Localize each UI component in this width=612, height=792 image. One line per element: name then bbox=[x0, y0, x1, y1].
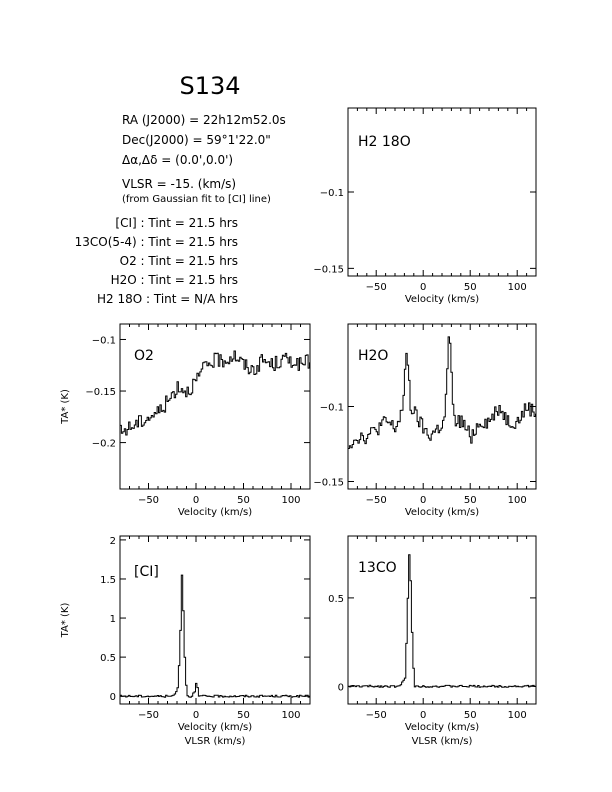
x-tick-label: 0 bbox=[420, 282, 426, 293]
panel-line-label: [CI] bbox=[134, 564, 159, 580]
x-tick-label: −50 bbox=[138, 710, 159, 721]
x-tick-label: 0 bbox=[420, 495, 426, 506]
dec-value: 59°1'22.0" bbox=[206, 133, 270, 147]
x-tick-label: 50 bbox=[464, 282, 477, 293]
coordinates-block: RA (J2000) = 22h12m52.0s Dec(J2000) = 59… bbox=[122, 113, 286, 205]
panel-line-label: H2 18O bbox=[358, 134, 411, 150]
y-axis-label: TA* (K) bbox=[60, 389, 71, 425]
x-tick-label: −50 bbox=[366, 282, 387, 293]
spectrum-series bbox=[120, 574, 310, 698]
tint-row: H2 18O : Tint = N/A hrs bbox=[97, 292, 238, 306]
ra-value: 22h12m52.0s bbox=[203, 113, 286, 127]
ra-label: RA (J2000) = bbox=[122, 113, 203, 127]
x-axis-label: Velocity (km/s) bbox=[178, 507, 252, 518]
x-axis-label: Velocity (km/s) bbox=[178, 722, 252, 733]
y-tick-label: 0 bbox=[338, 682, 344, 693]
y-tick-label: −0.1 bbox=[92, 335, 116, 346]
x-tick-label: 50 bbox=[464, 710, 477, 721]
x-tick-label: 50 bbox=[237, 495, 250, 506]
x-tick-label: 0 bbox=[193, 495, 199, 506]
y-tick-label: 1.5 bbox=[100, 575, 116, 586]
y-tick-label: −0.1 bbox=[320, 403, 344, 414]
panel-h2o: −50 0 50 100 −0.15 −0.1 Velocity (km/s) H2O bbox=[313, 323, 537, 518]
y-tick-label: −0.15 bbox=[313, 264, 344, 275]
offset-value: (0.0',0.0') bbox=[175, 153, 233, 167]
y-axis-label: TA* (K) bbox=[60, 603, 71, 639]
y-tick-label: 0 bbox=[110, 692, 116, 703]
x-axis-label: Velocity (km/s) bbox=[405, 507, 479, 518]
x-tick-label: −50 bbox=[366, 495, 387, 506]
x-tick-label: −50 bbox=[366, 710, 387, 721]
plot-frame bbox=[119, 535, 311, 705]
y-tick-label: −0.1 bbox=[320, 188, 344, 199]
x-axis-label: Velocity (km/s) bbox=[405, 294, 479, 305]
x-axis-label-vlsr: VLSR (km/s) bbox=[412, 736, 473, 747]
panel-13co: −50 0 50 100 0 0.5 Velocity (km/s) VLSR (km/s) 1… bbox=[328, 535, 537, 747]
spectrum-series bbox=[348, 554, 536, 688]
vlsr-label: VLSR = bbox=[122, 177, 171, 191]
x-axis-label-vlsr: VLSR (km/s) bbox=[185, 736, 246, 747]
spectrum-series bbox=[120, 350, 310, 436]
x-tick-label: 50 bbox=[464, 495, 477, 506]
panel-ci: −50 0 50 100 0 0.5 1 1.5 2 Velocity (km/s) VLSR (k… bbox=[60, 535, 311, 747]
x-tick-label: 0 bbox=[420, 710, 426, 721]
tint-row: H2O : Tint = 21.5 hrs bbox=[111, 273, 238, 287]
panel-line-label: O2 bbox=[134, 348, 154, 364]
tint-row: [CI] : Tint = 21.5 hrs bbox=[115, 216, 238, 230]
y-tick-label: −0.15 bbox=[85, 387, 116, 398]
y-tick-label: 2 bbox=[110, 536, 116, 547]
y-tick-label: 0.5 bbox=[328, 594, 344, 605]
offset-line: Δα,Δδ = (0.0',0.0') bbox=[122, 153, 233, 167]
x-tick-label: 100 bbox=[508, 495, 527, 506]
x-tick-label: 100 bbox=[508, 282, 527, 293]
y-tick-label: 1 bbox=[110, 614, 116, 625]
x-tick-label: 100 bbox=[281, 710, 300, 721]
dec-label: Dec(J2000) = bbox=[122, 133, 206, 147]
tint-row: O2 : Tint = 21.5 hrs bbox=[120, 254, 238, 268]
integration-time-list: [CI] : Tint = 21.5 hrs 13CO(5-4) : Tint =… bbox=[75, 216, 238, 306]
y-tick-label: −0.2 bbox=[92, 439, 116, 450]
ra-line: RA (J2000) = 22h12m52.0s bbox=[122, 113, 286, 127]
vlsr-line: VLSR = -15. (km/s) bbox=[122, 177, 236, 191]
panel-line-label: 13CO bbox=[358, 560, 397, 576]
panel-line-label: H2O bbox=[358, 348, 388, 364]
dec-line: Dec(J2000) = 59°1'22.0" bbox=[122, 133, 271, 147]
vlsr-value: -15. (km/s) bbox=[171, 177, 237, 191]
offset-label: Δα,Δδ = bbox=[122, 153, 175, 167]
y-tick-label: −0.15 bbox=[313, 478, 344, 489]
source-title: S134 bbox=[179, 72, 240, 100]
x-tick-label: 50 bbox=[237, 710, 250, 721]
x-tick-label: 0 bbox=[193, 710, 199, 721]
panel-o2: −50 0 50 100 −0.2 −0.15 −0.1 Velocity (km/s) TA*… bbox=[60, 323, 311, 518]
x-tick-label: −50 bbox=[138, 495, 159, 506]
y-tick-label: 0.5 bbox=[100, 653, 116, 664]
x-tick-label: 100 bbox=[508, 710, 527, 721]
panel-h218o: −50 0 50 100 −0.15 −0.1 Velocity (km/s) H2 18O bbox=[313, 107, 537, 305]
vlsr-note: (from Gaussian fit to [CI] line) bbox=[122, 194, 271, 205]
tint-row: 13CO(5-4) : Tint = 21.5 hrs bbox=[75, 235, 238, 249]
x-axis-label: Velocity (km/s) bbox=[405, 722, 479, 733]
x-tick-label: 100 bbox=[281, 495, 300, 506]
spectrum-series bbox=[348, 336, 536, 449]
